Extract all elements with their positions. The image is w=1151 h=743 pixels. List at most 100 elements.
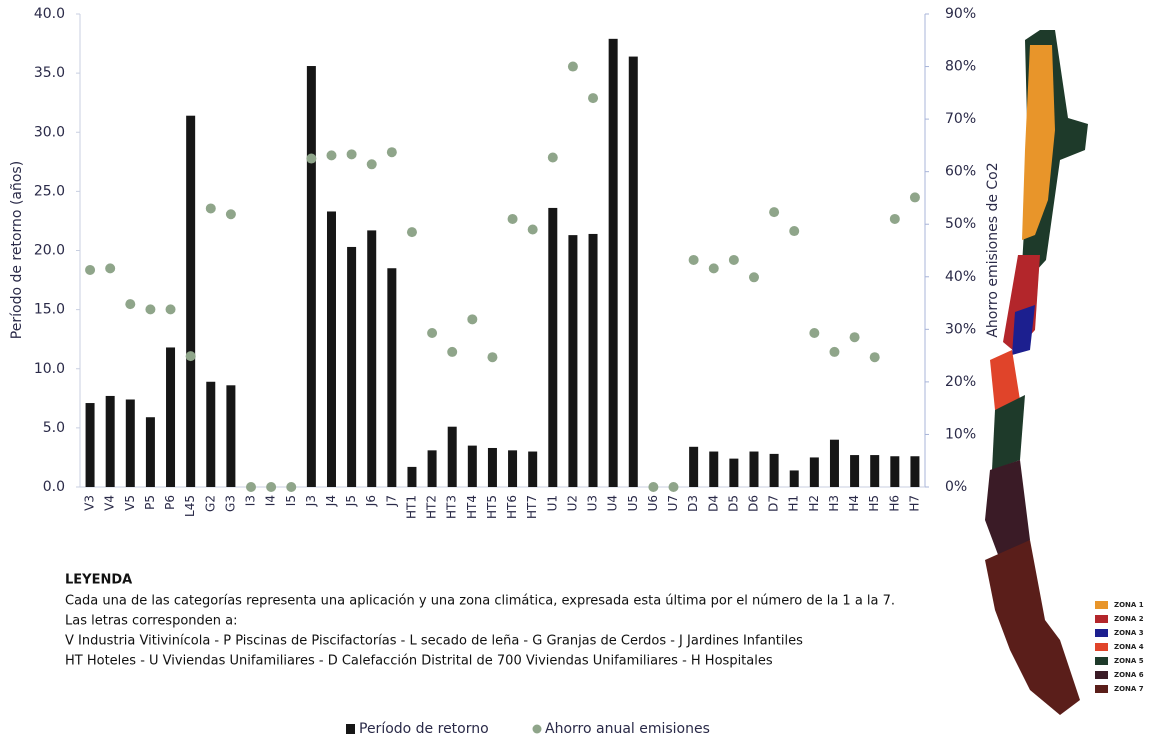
dot <box>406 227 417 238</box>
x-tick-label: L45 <box>183 495 197 517</box>
dot <box>769 207 780 218</box>
x-tick-label: G3 <box>223 495 237 512</box>
bar <box>306 66 316 487</box>
bar <box>508 450 518 487</box>
bar <box>749 451 759 487</box>
bar <box>105 395 115 487</box>
x-tick-label: H5 <box>867 495 881 512</box>
zone-swatch <box>1095 671 1108 679</box>
map-zone <box>1022 45 1055 240</box>
y-tick-label: 0.0 <box>43 479 65 495</box>
x-tick-label: H1 <box>787 495 801 512</box>
bar <box>186 115 196 487</box>
x-tick-label: J3 <box>304 495 318 507</box>
dot <box>648 482 659 492</box>
dot <box>205 203 216 214</box>
notes-line: Cada una de las categorías representa un… <box>65 594 895 609</box>
x-tick-label: HT7 <box>525 495 539 519</box>
x-tick-label: D4 <box>706 495 720 512</box>
dot <box>869 352 880 363</box>
bar <box>125 399 135 487</box>
bar <box>608 38 618 488</box>
bar <box>447 426 457 487</box>
bar <box>689 446 699 487</box>
x-tick-label: U2 <box>565 495 579 511</box>
map-zone <box>985 540 1080 715</box>
x-tick-label: D5 <box>726 495 740 512</box>
x-tick-label: V5 <box>123 495 137 511</box>
dot <box>507 213 518 224</box>
dot <box>909 192 920 203</box>
legend-label: Período de retorno <box>359 721 489 737</box>
dot <box>527 224 538 235</box>
y-tick-label: 25.0 <box>34 183 65 199</box>
dot <box>728 254 739 265</box>
x-tick-label: U4 <box>606 495 620 511</box>
bar <box>709 451 719 487</box>
zone-label: ZONA 2 <box>1114 615 1144 623</box>
y2-tick-label: 50% <box>945 216 976 232</box>
x-tick-label: J4 <box>324 495 338 507</box>
dot <box>326 150 337 161</box>
zone-label: ZONA 6 <box>1114 671 1144 679</box>
y2-tick-label: 90% <box>945 6 976 22</box>
dot <box>487 352 498 363</box>
dot <box>688 254 699 265</box>
dot <box>85 264 96 275</box>
bar <box>870 455 880 487</box>
dot <box>306 153 317 164</box>
y-axis-title: Período de retorno (años) <box>9 161 25 339</box>
x-tick-label: H2 <box>807 495 821 512</box>
zone-label: ZONA 1 <box>1114 601 1144 609</box>
zone-swatch <box>1095 643 1108 651</box>
bar <box>548 207 558 487</box>
y-tick-label: 20.0 <box>34 243 65 259</box>
zone-swatch <box>1095 629 1108 637</box>
x-tick-label: HT4 <box>465 495 479 519</box>
dot <box>185 351 196 362</box>
x-tick-label: H4 <box>847 495 861 512</box>
dot <box>105 263 116 274</box>
bar <box>729 458 739 487</box>
x-tick-label: U6 <box>646 495 660 511</box>
notes-line: V Industria Vitivinícola - P Piscinas de… <box>65 634 803 649</box>
x-tick-label: U1 <box>545 495 559 511</box>
y-tick-label: 15.0 <box>34 302 65 318</box>
x-tick-label: HT2 <box>425 495 439 519</box>
legend-swatch <box>532 724 542 734</box>
dot <box>246 482 257 492</box>
y-tick-label: 35.0 <box>34 65 65 81</box>
bar <box>890 456 900 487</box>
y-tick-label: 5.0 <box>43 420 65 436</box>
zone-swatch <box>1095 615 1108 623</box>
bar <box>326 211 336 488</box>
dot <box>447 346 458 357</box>
dot <box>145 304 156 315</box>
bar <box>910 456 920 487</box>
dot <box>346 149 357 160</box>
dot <box>829 346 840 357</box>
x-tick-label: U5 <box>626 495 640 511</box>
bar <box>809 457 819 487</box>
bar <box>206 381 216 487</box>
x-tick-label: U7 <box>666 495 680 511</box>
bar <box>427 450 437 487</box>
x-tick-label: H7 <box>907 495 921 512</box>
dot <box>588 93 599 104</box>
dot <box>748 272 759 283</box>
dot <box>789 226 800 237</box>
zone-swatch <box>1095 601 1108 609</box>
bar <box>628 56 638 487</box>
y2-tick-label: 20% <box>945 374 976 390</box>
bar <box>850 455 860 487</box>
dot <box>567 61 578 72</box>
bar <box>387 268 397 487</box>
y-tick-label: 30.0 <box>34 124 65 140</box>
map-zone <box>990 350 1020 410</box>
x-tick-label: J7 <box>384 495 398 507</box>
bar <box>789 470 799 487</box>
y2-axis-title: Ahorro emisiones de Co2 <box>985 162 1001 337</box>
x-tick-label: HT5 <box>485 495 499 519</box>
dot <box>125 299 136 310</box>
